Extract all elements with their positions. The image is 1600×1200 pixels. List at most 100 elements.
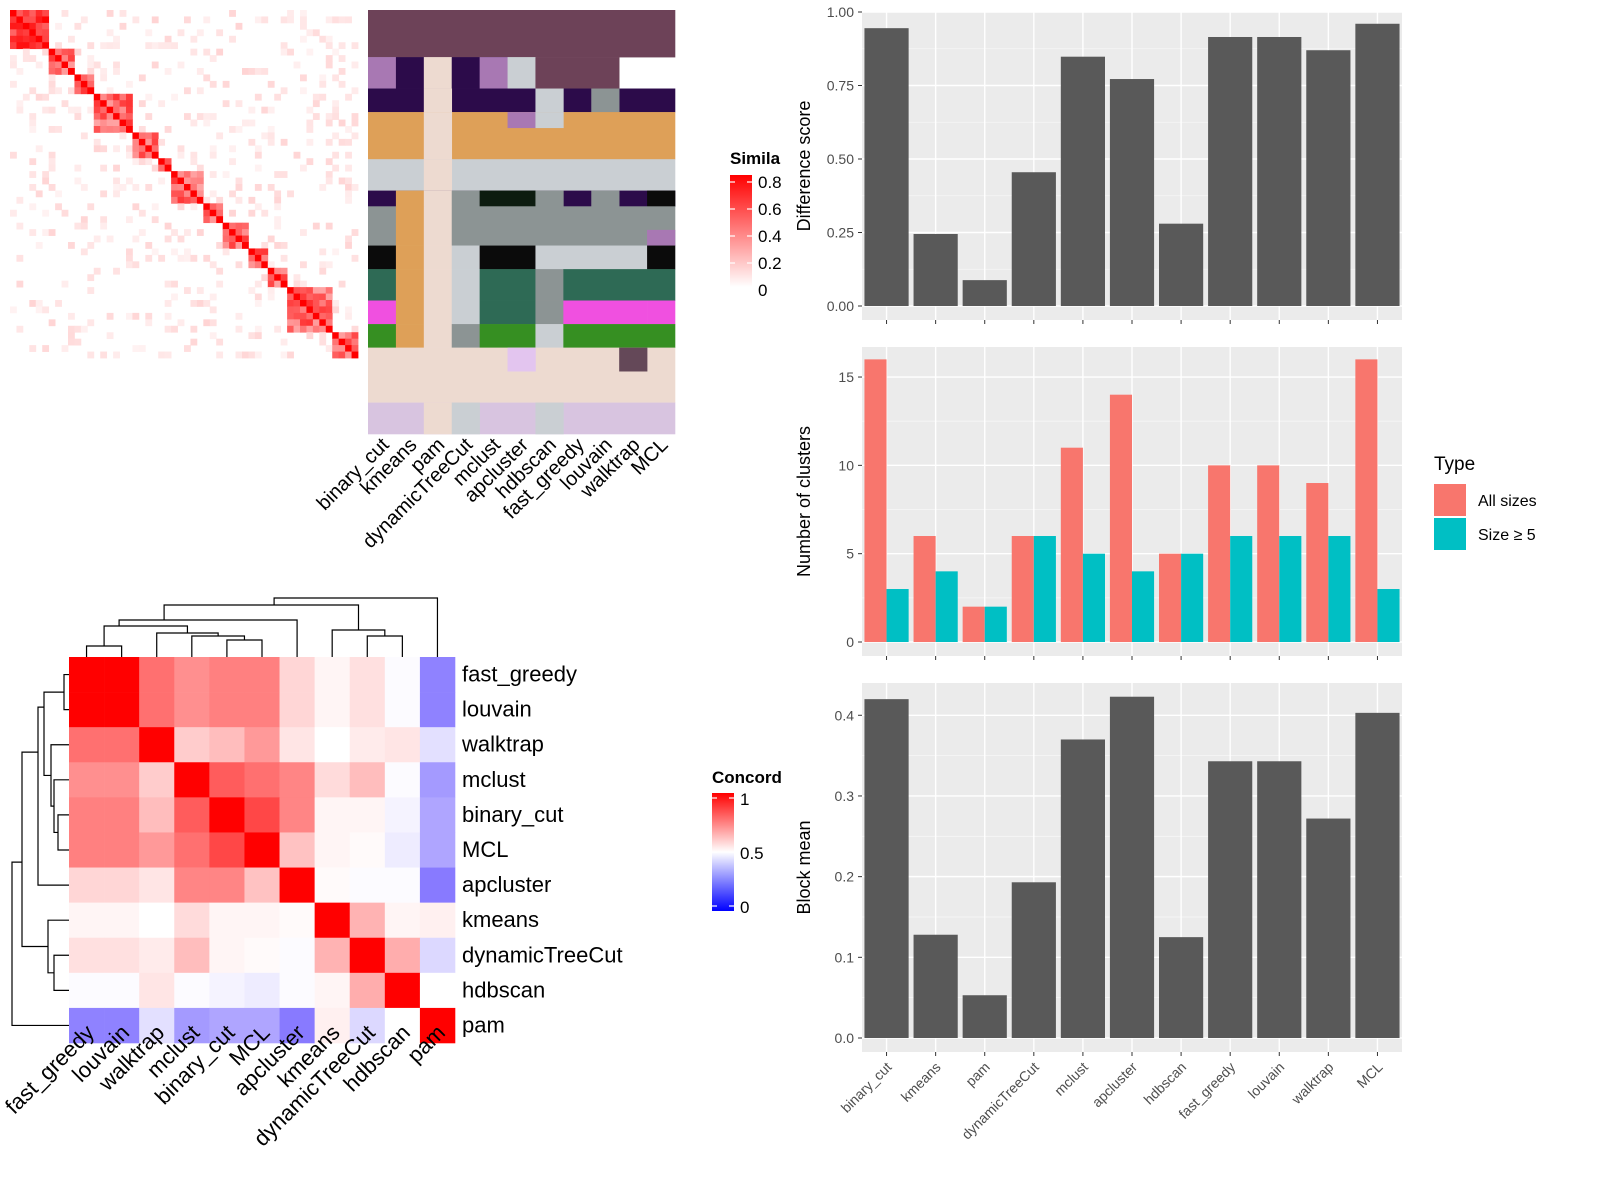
bar [1011,882,1056,1038]
concordance-cell [279,1007,315,1044]
similarity-cell [351,87,359,95]
similarity-cell [171,177,178,185]
bar [962,606,985,642]
similarity-cell [100,351,108,359]
similarity-cell [126,93,133,101]
concordance-row-label: pam [462,1013,505,1038]
similarity-cell [164,158,172,166]
similarity-cell [164,164,172,172]
similarity-cell [106,126,114,133]
cluster-cell [535,324,564,348]
similarity-cell [300,261,307,269]
similarity-cell [87,74,95,82]
similarity-cell [203,319,211,327]
similarity-cell [306,48,314,56]
cluster-cell [535,190,564,207]
similarity-cell [312,293,320,301]
concordance-cell [104,972,140,1009]
similarity-legend-tick: 0.2 [758,254,782,273]
similarity-cell [184,87,191,95]
similarity-cell [132,203,140,211]
concordance-legend-tick: 1 [740,790,749,809]
similarity-cell [280,351,288,359]
similarity-cell [55,48,62,56]
similarity-cell [61,280,69,288]
concordance-cell [244,657,280,693]
similarity-legend-title: Simila [730,149,781,168]
similarity-cell [126,312,133,320]
similarity-cell [332,338,340,346]
similarity-cell [345,93,352,101]
similarity-cell [10,16,17,24]
similarity-cell [229,209,236,217]
similarity-cell [100,113,108,120]
similarity-cell [254,293,262,301]
y-tick-label: 0.25 [827,225,854,241]
similarity-cell [267,274,275,282]
concordance-cell [174,902,210,939]
concordance-row-label: dynamicTreeCut [462,942,623,967]
similarity-cell [254,254,262,262]
similarity-cell [254,16,262,24]
concordance-cell [69,657,105,693]
similarity-cell [158,164,166,172]
similarity-cell [100,93,108,101]
similarity-cell [280,267,288,275]
similarity-cell [164,312,172,320]
similarity-cell [113,106,120,114]
cluster-cell [368,402,676,435]
similarity-cell [209,171,217,178]
similarity-cell [222,242,230,249]
similarity-cell [267,280,275,288]
similarity-cell [184,287,191,294]
similarity-cell [68,55,75,62]
similarity-cell [48,68,56,75]
similarity-cell [254,68,262,75]
similarity-cell [274,203,282,211]
similarity-cell [151,138,159,146]
cluster-cell [395,57,425,89]
similarity-cell [351,184,359,191]
cluster-cell [479,245,536,270]
similarity-cell [151,203,159,211]
similarity-cell [119,106,127,114]
similarity-cell [151,216,159,224]
similarity-cell [126,126,133,133]
similarity-cell [338,68,346,75]
concordance-cell [419,762,456,798]
similarity-cell [55,68,62,75]
bar [1109,696,1155,1038]
cluster-cell [395,245,425,270]
similarity-cell [74,113,82,120]
similarity-cell [229,242,236,249]
similarity-cell [164,42,172,50]
similarity-cell [306,300,314,307]
similarity-cell [306,158,314,166]
similarity-cell [171,325,178,333]
cluster-cell [535,402,564,435]
bar [962,995,1007,1038]
similarity-cell [138,132,146,140]
similarity-cell [300,10,307,17]
similarity-cell [16,16,24,24]
bar [1011,536,1034,642]
bar [1109,79,1155,306]
concordance-cell [314,692,351,728]
similarity-cell [29,229,37,236]
similarity-cell [100,126,108,133]
similarity-cell [119,10,127,17]
similarity-cell [177,196,185,204]
similarity-cell [196,190,204,198]
similarity-cell [216,216,224,224]
similarity-cell [132,138,140,146]
similarity-cell [248,287,256,294]
similarity-cell [100,68,108,75]
similarity-cell [267,106,275,114]
concordance-cell [209,1007,245,1044]
concordance-cell [349,902,386,939]
similarity-cell [177,203,185,211]
similarity-cell [325,158,333,166]
similarity-cell [261,132,269,140]
similarity-cell [68,332,75,340]
similarity-cell [145,145,153,153]
